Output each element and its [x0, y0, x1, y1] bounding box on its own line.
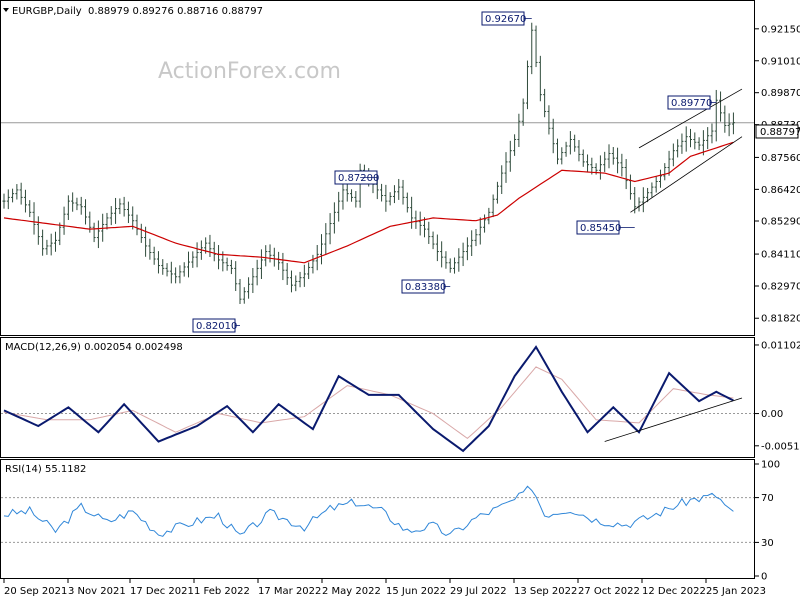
price-axis-label: 0.89870 [761, 88, 800, 99]
price-callout: 0.85450 [576, 220, 635, 235]
date-axis-label: 1 Feb 2022 [194, 586, 250, 597]
price-axis-label: 0.82970 [761, 282, 800, 293]
rsi-axis-label: 0 [761, 572, 767, 583]
rsi-axis-label: 70 [761, 493, 774, 504]
rsi-panel [0, 459, 755, 579]
date-axis-label: 2 May 2022 [322, 586, 381, 597]
date-axis-label: 25 Jan 2023 [706, 586, 766, 597]
price-axis-label: 0.86420 [761, 185, 800, 196]
price-callout: 0.92670 [481, 11, 532, 26]
macd-axis-label: -0.005182 [761, 441, 800, 452]
callout-label: 0.85450 [580, 223, 621, 234]
callout-label: 0.82010 [196, 321, 237, 332]
date-axis-label: 17 Mar 2022 [258, 586, 321, 597]
rsi-axis-label: 100 [761, 460, 780, 471]
price-axis-label: 0.91010 [761, 56, 800, 67]
price-axis-label: 0.85290 [761, 217, 800, 228]
callout-label: 0.83380 [405, 282, 446, 293]
date-axis-label: 3 Nov 2021 [68, 586, 126, 597]
price-callout: 0.82010 [192, 318, 240, 333]
price-axis-label: 0.87560 [761, 153, 800, 164]
main-panel [0, 0, 755, 336]
macd-signal-line [3, 366, 734, 440]
channel-upper-line [638, 88, 743, 149]
macd-trend-line [604, 397, 743, 442]
date-axis-label: 29 Jul 2022 [450, 586, 507, 597]
price-callout: 0.89770 [667, 95, 717, 110]
symbol-label: EURGBP,Daily [12, 6, 82, 17]
callout-label: 0.87200 [338, 173, 379, 184]
current-price-label: 0.88797 [760, 127, 800, 138]
date-axis-label: 12 Dec 2022 [642, 586, 706, 597]
date-axis-label: 27 Oct 2022 [578, 586, 640, 597]
macd-line [3, 345, 734, 453]
macd-axis-label: 0.011023 [761, 340, 800, 351]
price-callout: 0.87200 [334, 170, 379, 185]
macd-label: MACD(12,26,9) 0.002054 0.002498 [5, 342, 183, 353]
macd-panel [0, 337, 755, 458]
price-axis-label: 0.81820 [761, 314, 800, 325]
date-axis-label: 15 Jun 2022 [386, 586, 446, 597]
date-axis-label: 13 Sep 2022 [514, 586, 577, 597]
date-axis-label: 17 Dec 2021 [130, 586, 194, 597]
date-axis-label: 20 Sep 2021 [4, 586, 67, 597]
channel-lower-line [630, 136, 743, 213]
rsi-axis-label: 30 [761, 538, 774, 549]
price-axis-label: 0.84110 [761, 250, 800, 261]
rsi-label: RSI(14) 55.1182 [5, 464, 86, 475]
rsi-line [3, 485, 734, 537]
moving-average-line [3, 141, 734, 264]
symbol-dropdown-icon[interactable] [3, 8, 9, 12]
callout-label: 0.89770 [671, 98, 712, 109]
ohlc-values: 0.88979 0.89276 0.88716 0.88797 [88, 6, 263, 17]
macd-axis-label: 0.00 [761, 409, 783, 420]
current-price-tag [755, 124, 799, 139]
callout-label: 0.92670 [485, 14, 526, 25]
watermark: ActionForex.com [158, 59, 341, 84]
price-callout: 0.83380 [401, 279, 451, 294]
price-axis-label: 0.92150 [761, 24, 800, 35]
